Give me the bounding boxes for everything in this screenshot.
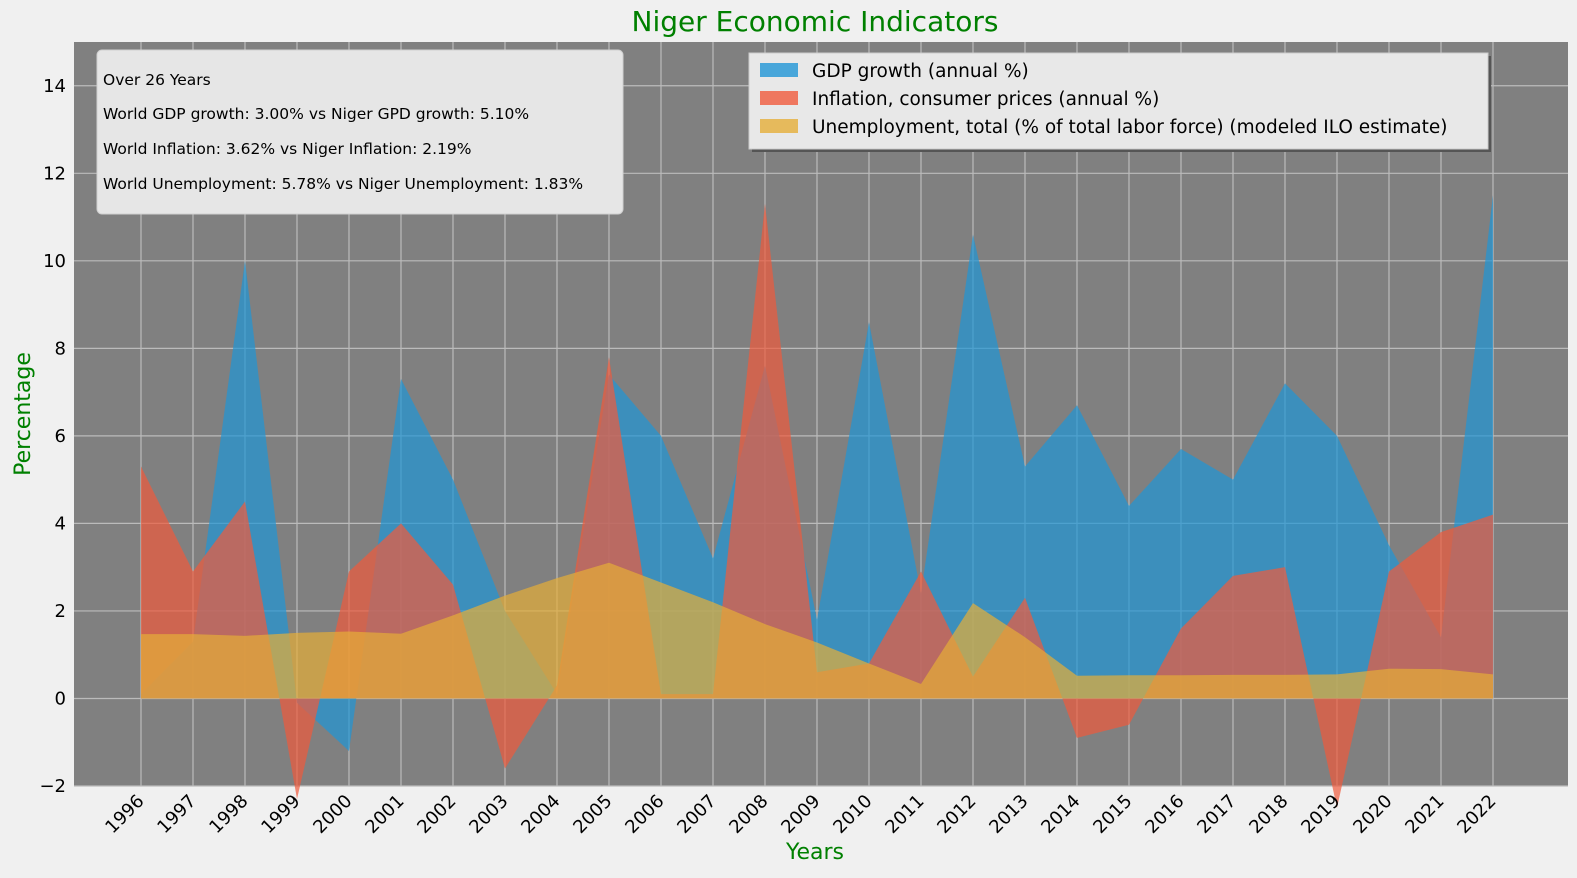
x-tick-label: 2005 (569, 791, 616, 838)
legend-label-gdp: GDP growth (annual %) (812, 61, 1029, 82)
x-tick-label: 2007 (673, 791, 720, 838)
x-tick-label: 2002 (413, 791, 460, 838)
x-tick-label: 2003 (465, 791, 512, 838)
stats-box: Over 26 Years World GDP growth: 3.00% vs… (96, 49, 624, 215)
series-area-2 (141, 562, 1493, 699)
x-tick-label: 2000 (309, 791, 356, 838)
legend: GDP growth (annual %) Inflation, consume… (748, 52, 1491, 152)
x-tick-label: 1999 (257, 791, 304, 838)
legend-swatch-gdp (760, 63, 798, 77)
x-tick-label: 1998 (205, 791, 252, 838)
x-tick-label: 2022 (1453, 791, 1500, 838)
x-tick-label: 2009 (777, 791, 824, 838)
stats-line-inflation: World Inflation: 3.62% vs Niger Inflatio… (103, 140, 472, 158)
legend-swatch-unemployment (760, 119, 798, 133)
x-tick-label: 2008 (725, 791, 772, 838)
y-tick-label: 8 (55, 338, 66, 359)
series-areas (141, 195, 1493, 808)
y-tick-label: 14 (43, 76, 66, 97)
chart-title: Niger Economic Indicators (632, 5, 999, 38)
x-tick-label: 2011 (881, 791, 928, 838)
x-tick-label: 2017 (1193, 791, 1240, 838)
y-tick-label: 2 (55, 601, 66, 622)
x-tick-label: 2004 (517, 791, 564, 838)
legend-label-inflation: Inflation, consumer prices (annual %) (812, 89, 1159, 110)
y-tick-label: 0 (55, 688, 66, 709)
stats-line-gdp: World GDP growth: 3.00% vs Niger GPD gro… (103, 105, 529, 123)
stats-line-unemployment: World Unemployment: 5.78% vs Niger Unemp… (103, 175, 583, 193)
x-tick-label: 2016 (1141, 791, 1188, 838)
legend-swatch-inflation (760, 91, 798, 105)
x-tick-label: 1996 (101, 791, 148, 838)
legend-frame (748, 52, 1489, 150)
legend-label-unemployment: Unemployment, total (% of total labor fo… (812, 117, 1447, 138)
x-tick-label: 2010 (829, 791, 876, 838)
y-axis-title: Percentage (11, 352, 36, 476)
x-axis-title: Years (785, 840, 844, 865)
y-tick-labels: −2 0 2 4 6 8 10 12 14 (39, 76, 66, 797)
y-tick-label: −2 (39, 776, 66, 797)
x-tick-labels: 1996 1997 1998 1999 2000 2001 2002 2003 2004 2005… (101, 791, 1500, 838)
y-tick-label: 12 (43, 163, 66, 184)
x-tick-label: 2001 (361, 791, 408, 838)
x-tick-label: 2021 (1401, 791, 1448, 838)
x-tick-label: 2013 (985, 791, 1032, 838)
y-tick-label: 10 (43, 251, 66, 272)
x-tick-label: 2006 (621, 791, 668, 838)
stats-heading: Over 26 Years (103, 71, 211, 89)
x-tick-label: 2014 (1037, 791, 1084, 838)
x-tick-label: 2015 (1089, 791, 1136, 838)
stats-box-background (96, 49, 624, 215)
x-tick-label: 2012 (933, 791, 980, 838)
x-tick-label: 1997 (153, 791, 200, 838)
x-tick-label: 2018 (1245, 791, 1292, 838)
x-tick-label: 2020 (1349, 791, 1396, 838)
y-tick-label: 4 (55, 513, 66, 534)
y-tick-label: 6 (55, 426, 66, 447)
